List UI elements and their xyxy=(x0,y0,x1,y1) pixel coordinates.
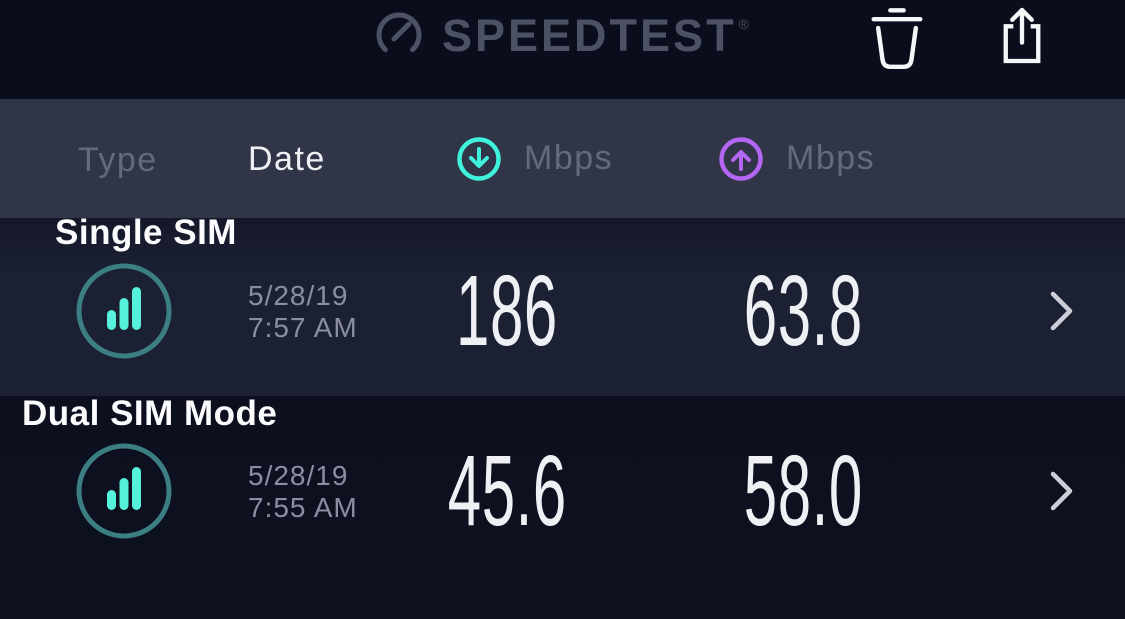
signal-bars-icon xyxy=(76,443,172,539)
delete-results-button[interactable] xyxy=(866,2,928,74)
chevron-right-icon[interactable] xyxy=(1042,468,1082,514)
signal-bars-icon xyxy=(76,263,172,359)
column-header-download[interactable]: Mbps xyxy=(456,99,613,218)
column-header-type[interactable]: Type xyxy=(78,141,158,179)
group-label: Dual SIM Mode xyxy=(22,394,278,433)
gauge-icon xyxy=(374,10,424,60)
column-header-upload[interactable]: Mbps xyxy=(718,99,875,218)
app-title: SPEEDTEST xyxy=(442,10,737,61)
result-row[interactable]: 5/28/19 7:57 AM 186 63.8 xyxy=(0,218,1125,396)
result-time: 7:57 AM xyxy=(248,312,358,343)
result-datetime: 5/28/19 7:57 AM xyxy=(248,280,418,344)
result-date: 5/28/19 xyxy=(248,460,349,491)
results-table-header: Type Date Mbps Mbps xyxy=(0,99,1125,218)
group-label: Single SIM xyxy=(55,213,237,252)
download-arrow-icon xyxy=(456,136,502,182)
result-row[interactable]: 5/28/19 7:55 AM 45.6 58.0 xyxy=(0,396,1125,619)
registered-mark: ® xyxy=(738,16,749,32)
download-value: 45.6 xyxy=(447,435,567,547)
speedtest-logo: SPEEDTEST ® xyxy=(374,10,749,62)
download-unit-label: Mbps xyxy=(524,139,614,177)
result-date: 5/28/19 xyxy=(248,280,349,311)
column-header-date-label: Date xyxy=(248,139,326,178)
share-results-button[interactable] xyxy=(996,2,1048,68)
share-icon xyxy=(996,2,1048,68)
upload-value: 58.0 xyxy=(743,435,863,547)
top-bar: SPEEDTEST ® xyxy=(0,0,1125,99)
result-group-single-sim: Single SIM 5/28/19 7:57 AM 186 63.8 xyxy=(0,213,1125,396)
column-header-date[interactable]: Date xyxy=(248,99,326,218)
result-datetime: 5/28/19 7:55 AM xyxy=(248,460,418,524)
chevron-right-icon[interactable] xyxy=(1042,288,1082,334)
upload-arrow-icon xyxy=(718,136,764,182)
result-group-dual-sim-mode: Dual SIM Mode 5/28/19 7:55 AM 45.6 58.0 xyxy=(0,394,1125,619)
trash-icon xyxy=(866,2,928,74)
download-value: 186 xyxy=(456,255,558,367)
result-time: 7:55 AM xyxy=(248,492,358,523)
upload-unit-label: Mbps xyxy=(786,139,876,177)
upload-value: 63.8 xyxy=(743,255,863,367)
